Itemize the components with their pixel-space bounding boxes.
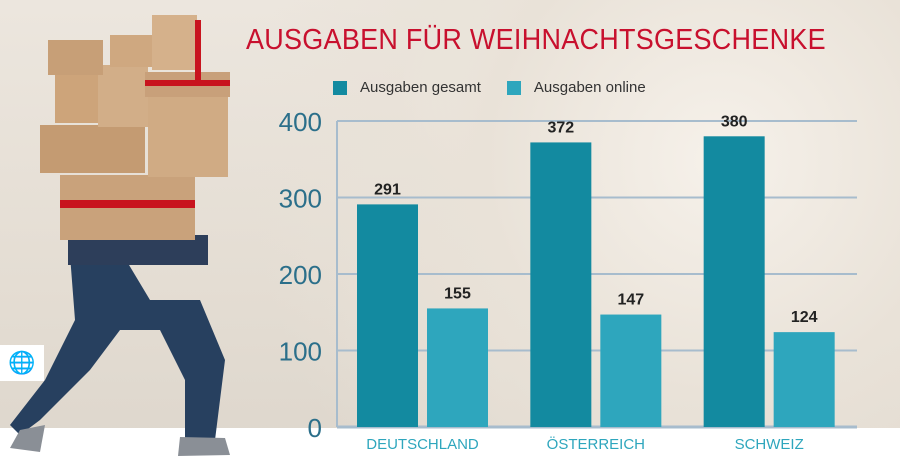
x-tick-label: SCHWEIZ — [735, 436, 804, 453]
bar-online — [427, 308, 488, 427]
legend-item-gesamt: Ausgaben gesamt — [333, 79, 481, 96]
data-label: 380 — [721, 113, 748, 130]
y-tick-label: 300 — [279, 184, 322, 214]
bar-gesamt — [530, 142, 592, 428]
legend: Ausgaben gesamt Ausgaben online — [333, 79, 646, 96]
data-label: 291 — [374, 181, 401, 198]
x-tick-label: DEUTSCHLAND — [366, 436, 479, 453]
bar-online — [773, 332, 835, 427]
legend-item-online: Ausgaben online — [506, 79, 646, 96]
background-floor — [0, 428, 900, 472]
legend-swatch-gesamt — [333, 80, 347, 95]
data-label: 124 — [791, 309, 818, 326]
data-label: 155 — [444, 285, 471, 302]
person-with-gifts-image — [10, 15, 230, 456]
chart-title: AUSGABEN FÜR WEIHNACHTSGESCHENKE — [246, 24, 826, 56]
y-tick-label: 100 — [279, 337, 322, 367]
bar-online — [600, 314, 662, 427]
y-tick-label: 400 — [279, 107, 322, 137]
globe-arrow-icon[interactable]: 🌐 — [0, 345, 44, 381]
legend-label: Ausgaben gesamt — [360, 79, 481, 96]
bar-gesamt — [703, 136, 765, 428]
data-label: 147 — [617, 292, 644, 309]
x-tick-label: ÖSTERREICH — [547, 435, 645, 453]
y-tick-label: 0 — [308, 413, 322, 443]
legend-swatch-online — [506, 80, 521, 95]
bar-gesamt — [357, 204, 418, 427]
legend-label: Ausgaben online — [533, 79, 646, 96]
y-tick-label: 200 — [279, 260, 322, 290]
data-label: 372 — [547, 119, 574, 136]
